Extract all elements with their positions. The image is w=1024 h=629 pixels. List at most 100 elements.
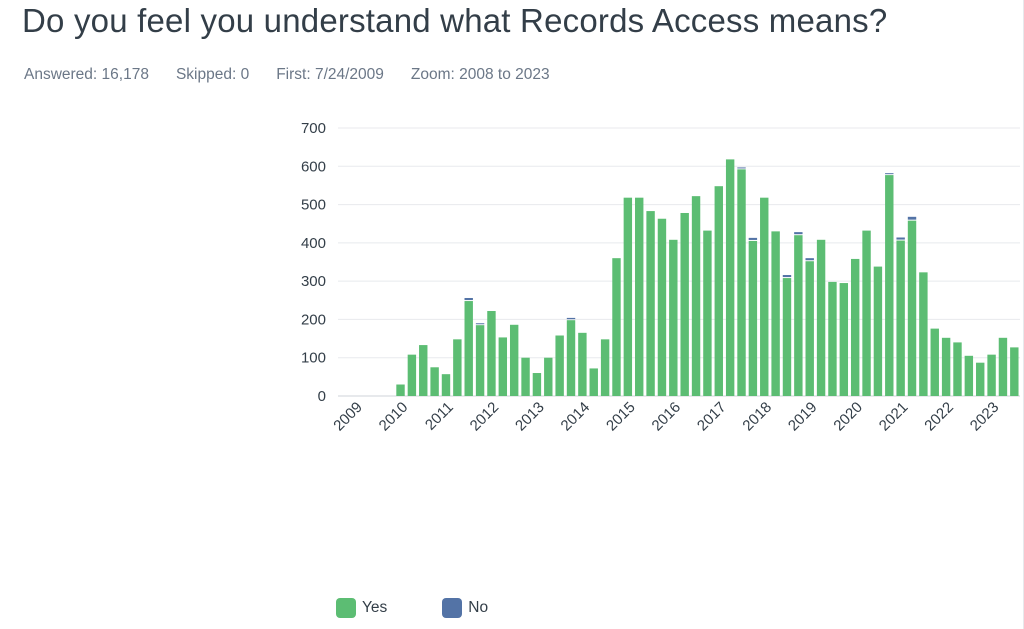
bar-yes[interactable] bbox=[964, 355, 974, 396]
y-tick-label: 0 bbox=[318, 388, 326, 405]
page-title: Do you feel you understand what Records … bbox=[22, 2, 888, 39]
bar-yes[interactable] bbox=[623, 197, 633, 396]
bar-yes[interactable] bbox=[555, 335, 564, 396]
x-tick-label: 2021 bbox=[876, 399, 912, 435]
bar-yes[interactable] bbox=[725, 159, 735, 396]
bar-yes[interactable] bbox=[1010, 347, 1019, 396]
bar-no[interactable] bbox=[464, 297, 473, 301]
bar-no[interactable] bbox=[805, 258, 814, 261]
bar-yes[interactable] bbox=[919, 272, 928, 396]
bar-yes[interactable] bbox=[703, 230, 712, 396]
bar-yes[interactable] bbox=[771, 231, 780, 396]
bar-yes[interactable] bbox=[782, 278, 792, 396]
answered-count: Answered: 16,178 bbox=[24, 66, 149, 83]
x-tick-label: 2023 bbox=[967, 399, 1003, 435]
bar-yes[interactable] bbox=[396, 384, 405, 396]
bar-yes[interactable] bbox=[657, 218, 667, 396]
bar-yes[interactable] bbox=[850, 258, 860, 396]
bar-no[interactable] bbox=[782, 275, 792, 278]
x-tick-label: 2020 bbox=[830, 399, 866, 435]
bar-yes[interactable] bbox=[430, 367, 439, 396]
bar-yes[interactable] bbox=[987, 354, 996, 396]
y-tick-label: 100 bbox=[301, 350, 326, 367]
bar-yes[interactable] bbox=[839, 283, 849, 396]
bar-no[interactable] bbox=[907, 216, 917, 220]
bar-no[interactable] bbox=[794, 232, 803, 235]
bar-yes[interactable] bbox=[475, 325, 485, 396]
legend-item-no[interactable]: No bbox=[442, 598, 488, 618]
legend-swatch-no bbox=[442, 598, 463, 618]
bar-yes[interactable] bbox=[998, 337, 1008, 396]
bar-yes[interactable] bbox=[930, 328, 939, 396]
bar-yes[interactable] bbox=[464, 301, 473, 396]
bar-yes[interactable] bbox=[748, 240, 758, 396]
legend-label-yes: Yes bbox=[362, 599, 388, 616]
legend-label-no: No bbox=[468, 599, 489, 616]
x-tick-label: 2011 bbox=[422, 399, 457, 434]
bar-no[interactable] bbox=[885, 173, 894, 175]
x-tick-label: 2018 bbox=[739, 399, 775, 435]
zoom-range[interactable]: Zoom: 2008 to 2023 bbox=[410, 66, 550, 83]
x-tick-label: 2010 bbox=[376, 399, 412, 435]
bar-yes[interactable] bbox=[578, 332, 587, 396]
bar-yes[interactable] bbox=[828, 281, 837, 396]
bar-yes[interactable] bbox=[566, 320, 576, 396]
x-tick-label: 2022 bbox=[921, 399, 957, 435]
bar-yes[interactable] bbox=[714, 186, 723, 396]
bar-yes[interactable] bbox=[976, 362, 985, 396]
y-tick-label: 500 bbox=[301, 197, 326, 214]
bar-yes[interactable] bbox=[816, 239, 826, 396]
bar-yes[interactable] bbox=[635, 197, 644, 396]
bar-yes[interactable] bbox=[544, 357, 553, 396]
bar-yes[interactable] bbox=[612, 258, 621, 396]
y-tick-label: 400 bbox=[301, 235, 326, 252]
bar-yes[interactable] bbox=[509, 324, 519, 396]
y-tick-label: 700 bbox=[301, 120, 326, 137]
bar-yes[interactable] bbox=[760, 197, 769, 396]
y-tick-label: 200 bbox=[301, 311, 326, 328]
bar-no[interactable] bbox=[566, 317, 576, 320]
bar-yes[interactable] bbox=[407, 354, 417, 396]
bar-no[interactable] bbox=[896, 237, 905, 240]
bar-yes[interactable] bbox=[862, 230, 871, 396]
bar-yes[interactable] bbox=[498, 337, 508, 396]
x-tick-label: 2019 bbox=[785, 399, 821, 435]
bar-yes[interactable] bbox=[532, 373, 542, 396]
chart-legend: Yes No bbox=[336, 598, 488, 618]
x-tick-label: 2013 bbox=[512, 399, 548, 435]
bar-yes[interactable] bbox=[794, 235, 803, 396]
bar-yes[interactable] bbox=[453, 339, 462, 396]
y-tick-label: 600 bbox=[301, 158, 326, 175]
bar-yes[interactable] bbox=[680, 212, 689, 396]
bar-yes[interactable] bbox=[805, 261, 814, 396]
bar-yes[interactable] bbox=[646, 211, 655, 396]
bar-yes[interactable] bbox=[953, 342, 962, 396]
legend-item-yes[interactable]: Yes bbox=[336, 598, 387, 618]
bar-no[interactable] bbox=[475, 323, 485, 325]
bar-yes[interactable] bbox=[691, 196, 701, 396]
bar-no[interactable] bbox=[737, 167, 746, 169]
bar-yes[interactable] bbox=[885, 175, 894, 396]
x-tick-label: 2009 bbox=[330, 399, 366, 435]
x-tick-label: 2015 bbox=[603, 399, 639, 435]
bar-yes[interactable] bbox=[873, 266, 883, 396]
bar-yes[interactable] bbox=[441, 374, 451, 396]
bar-yes[interactable] bbox=[600, 339, 610, 396]
legend-swatch-yes bbox=[336, 598, 356, 618]
bar-yes[interactable] bbox=[589, 368, 598, 396]
bar-yes[interactable] bbox=[487, 311, 496, 396]
y-tick-label: 300 bbox=[301, 273, 326, 290]
x-tick-label: 2012 bbox=[467, 399, 503, 435]
bar-yes[interactable] bbox=[896, 240, 905, 396]
skipped-count: Skipped: 0 bbox=[175, 66, 250, 83]
bar-no[interactable] bbox=[748, 237, 758, 240]
first-date: First: 7/24/2009 bbox=[276, 66, 384, 83]
bar-yes[interactable] bbox=[737, 169, 746, 396]
bar-yes[interactable] bbox=[669, 239, 678, 396]
bar-yes[interactable] bbox=[419, 345, 428, 396]
bar-yes[interactable] bbox=[907, 220, 917, 396]
survey-stats: Answered: 16,178 Skipped: 0 First: 7/24/… bbox=[24, 66, 550, 84]
bar-yes[interactable] bbox=[941, 337, 951, 396]
bar-yes[interactable] bbox=[521, 357, 530, 396]
